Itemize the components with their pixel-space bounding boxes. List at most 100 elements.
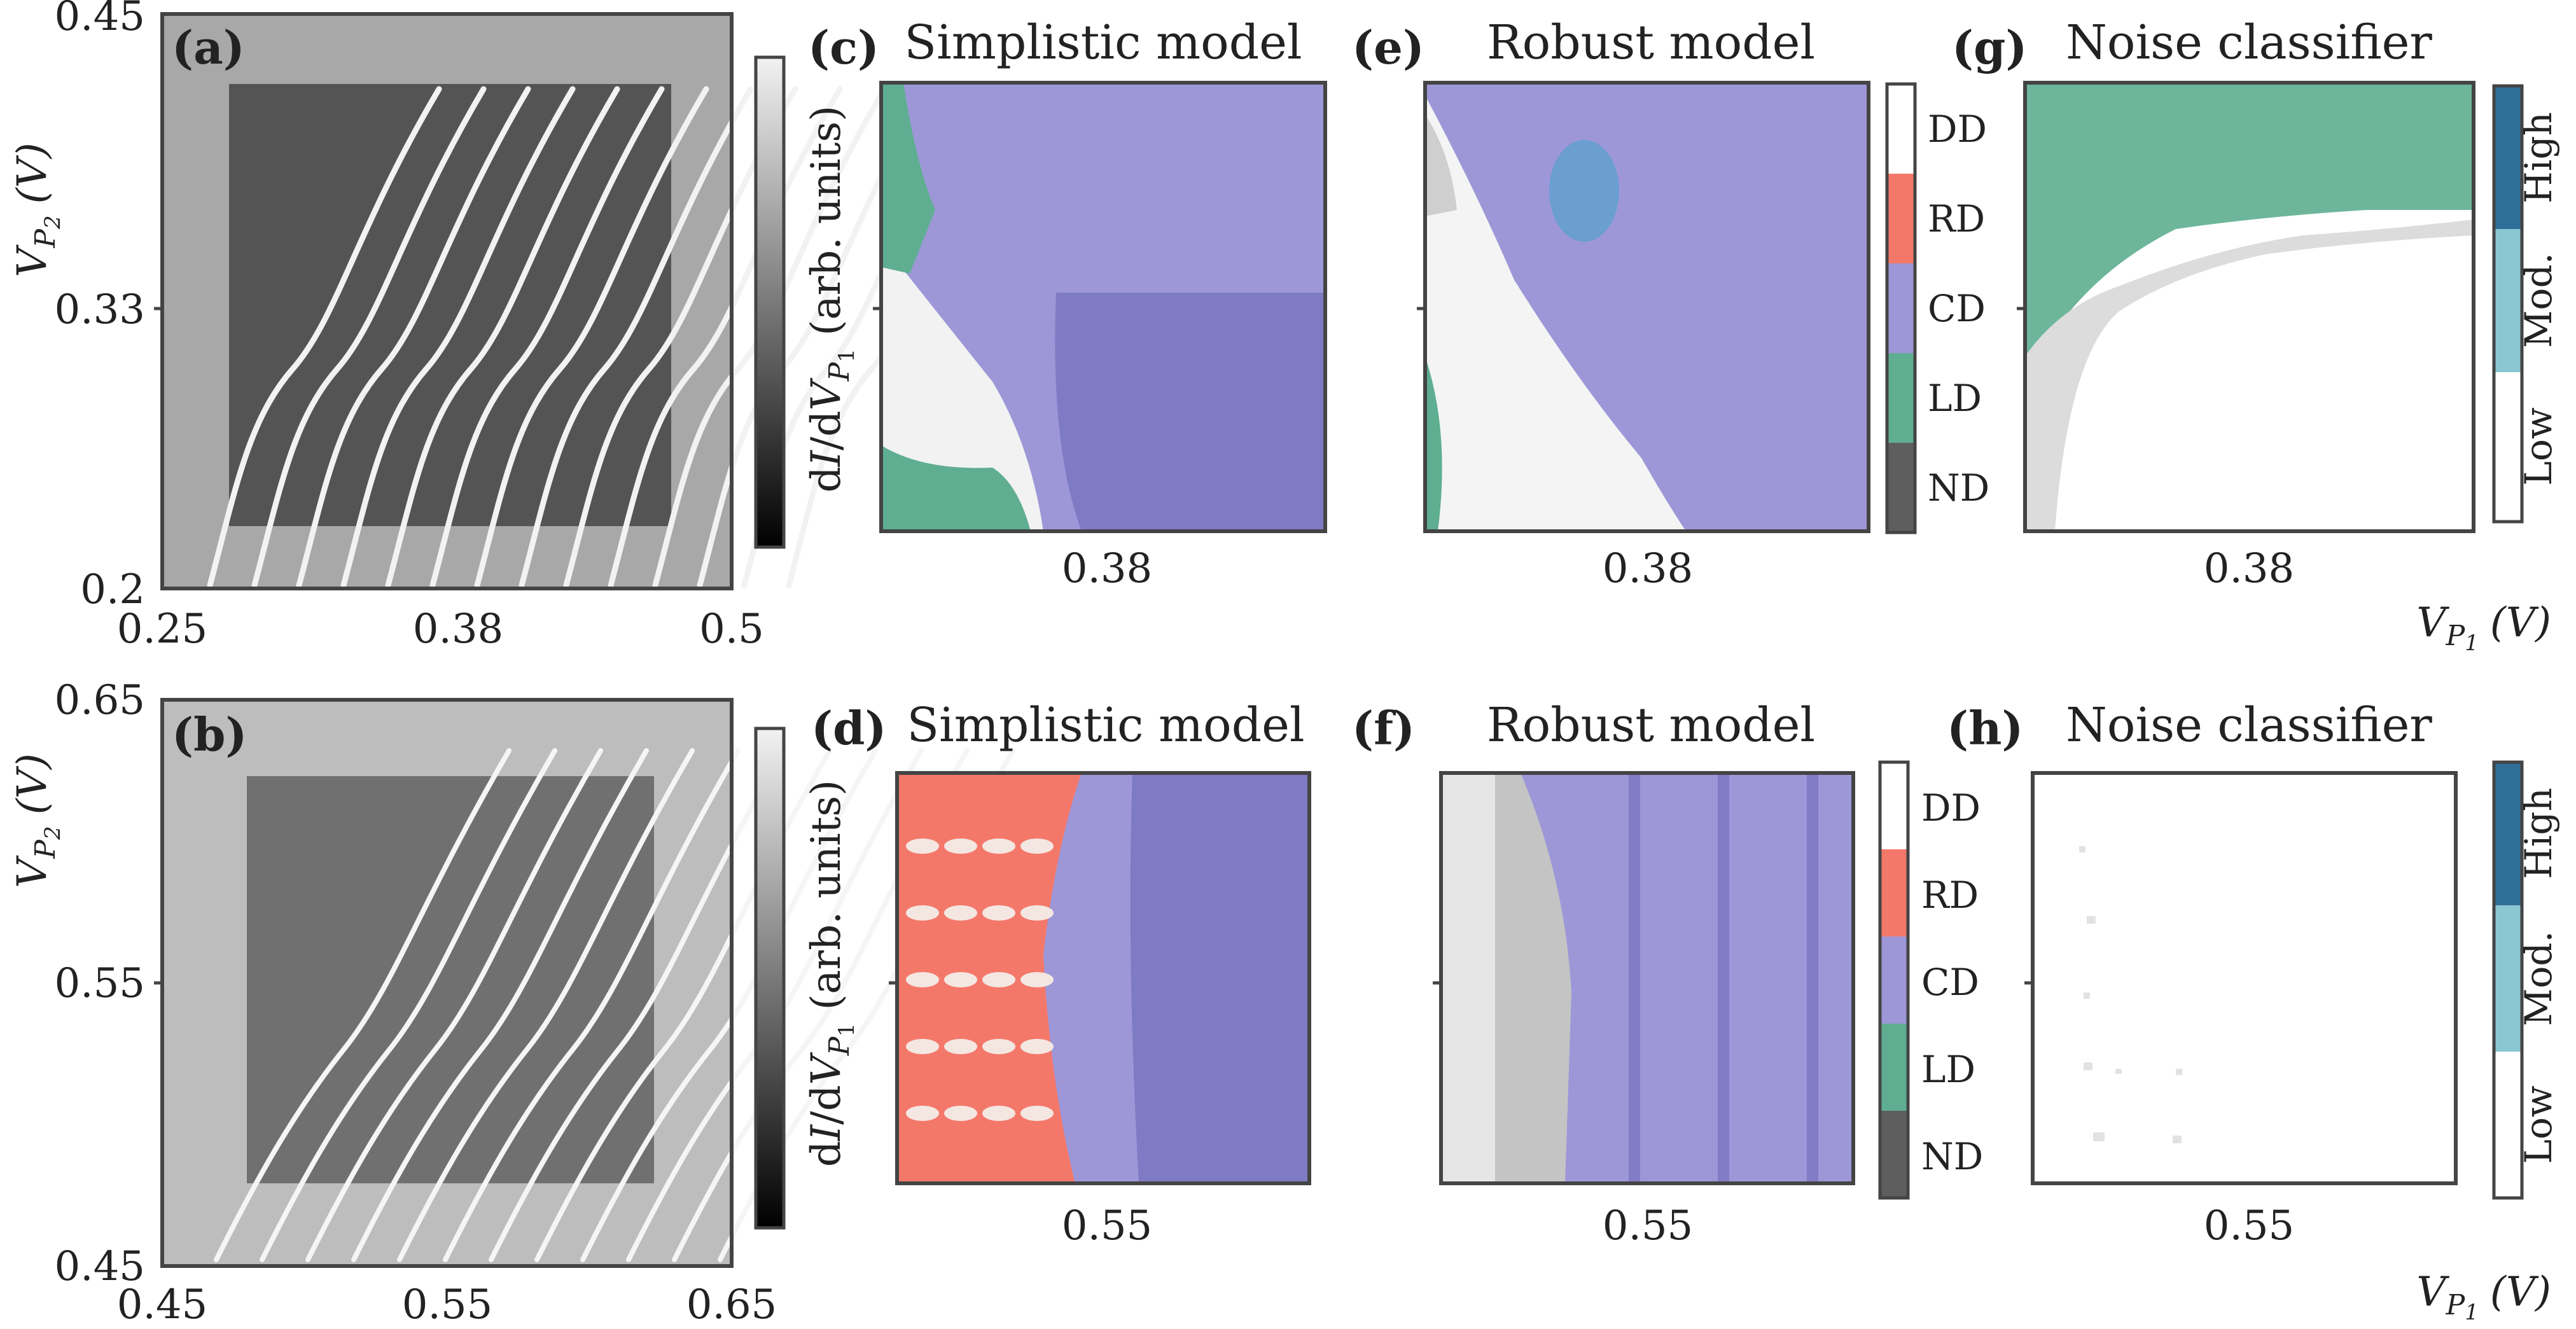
- transition-line: [207, 86, 442, 588]
- transition-line: [340, 86, 576, 588]
- legend-label-nd: ND: [1921, 1135, 1983, 1178]
- panel-b: (b) 0.65 0.55 0.45 0.45 0.55 0.65 VP2(V)…: [9, 677, 1015, 1328]
- noise-label-mod: Mod.: [2517, 931, 2560, 1026]
- panel-e-letter: (e): [1352, 20, 1424, 74]
- panel-h-x-axis-label: VP1 (V): [2416, 1269, 2551, 1325]
- class-legend-bottom: DD RD CD LD ND: [1878, 760, 1983, 1200]
- panel-a-frame: [160, 12, 734, 590]
- panel-e-dd-region: [1425, 95, 1686, 531]
- transition-line: [563, 86, 798, 588]
- panel-b-letter: (b): [172, 707, 247, 762]
- panel-h-specks: [2079, 846, 2182, 1143]
- panel-f-frame: [1439, 771, 1855, 1185]
- transition-line: [519, 86, 754, 588]
- cd-stripe: [1807, 773, 1818, 1183]
- y-label-sub: P: [29, 228, 62, 249]
- panel-h-frame: [2031, 771, 2458, 1185]
- panel-h-title: Noise classifier: [2066, 698, 2432, 753]
- transition-line: [251, 86, 487, 588]
- transition-line: [443, 748, 741, 1262]
- panel-b-y-axis-label: VP2(V): [9, 753, 66, 888]
- transition-line: [260, 748, 557, 1262]
- panel-a-y-axis-label: VP2 (V): [9, 143, 66, 277]
- dd-spot: [1020, 838, 1054, 854]
- cd-stripe: [1629, 773, 1640, 1183]
- dd-spot: [906, 1039, 939, 1054]
- panel-e-gray-region: [1425, 115, 1457, 216]
- x-tick-label: 0.45: [117, 1281, 208, 1326]
- noise-swatch-mod: [2494, 905, 2522, 1052]
- panel-a-colorbar-label: dI/dVP1 (arb. units): [803, 106, 860, 492]
- panel-e-title: Robust model: [1487, 15, 1815, 70]
- legend-label-cd: CD: [1928, 287, 1986, 330]
- noise-speck: [2087, 916, 2096, 924]
- panel-c-ld-region: [881, 83, 1031, 531]
- transition-line: [474, 86, 709, 588]
- dd-spot: [944, 1039, 977, 1054]
- noise-swatch-high: [2494, 86, 2522, 229]
- panel-d-frame: [895, 771, 1311, 1185]
- legend-frame: [1885, 82, 1917, 534]
- panel-h-low-region: [2033, 773, 2456, 1183]
- legend-swatch-rd: [1887, 174, 1915, 263]
- noise-legend-bottom: High Mod. Low: [2492, 760, 2560, 1200]
- panel-g-gray-region: [2025, 219, 2474, 531]
- x-tick-label: 0.55: [402, 1281, 493, 1326]
- panel-d-dd-spots: [906, 838, 1054, 1121]
- legend-swatch-nd: [1880, 1111, 1908, 1198]
- panel-c-title: Simplistic model: [904, 15, 1302, 70]
- x-tick-label: 0.55: [1603, 1202, 1694, 1249]
- dd-spot: [944, 972, 977, 987]
- panel-f-cd-stripes: [1629, 773, 1818, 1183]
- legend-label-ld: LD: [1921, 1048, 1975, 1091]
- legend-label-dd: DD: [1921, 786, 1981, 830]
- noise-speck: [2173, 1136, 2182, 1143]
- panel-f-letter: (f): [1352, 701, 1415, 755]
- noise-swatch-low: [2494, 372, 2522, 522]
- noise-speck: [2079, 846, 2085, 852]
- panel-f-dd-region: [1441, 773, 1495, 1183]
- transition-line: [652, 86, 888, 588]
- transition-line: [429, 86, 665, 588]
- legend-swatch-dd: [1887, 84, 1915, 174]
- x-tick-label: 0.38: [1603, 545, 1694, 592]
- panel-g-title: Noise classifier: [2066, 15, 2432, 70]
- legend-label-ld: LD: [1928, 377, 1982, 420]
- noise-legend-top: High Mod. Low: [2492, 84, 2560, 524]
- y-tick-label: 0.45: [55, 0, 146, 40]
- x-tick-label: 0.38: [1062, 545, 1153, 592]
- panel-a-letter: (a): [172, 20, 245, 74]
- legend-swatch-cd: [1880, 936, 1908, 1024]
- x-tick-label: 0.38: [413, 606, 504, 653]
- panel-f-gray-region: [1495, 773, 1571, 1183]
- y-label-subsub: 2: [40, 215, 66, 230]
- panel-b-y-ticks: 0.65 0.55 0.45: [55, 677, 162, 1290]
- transition-line: [489, 748, 786, 1262]
- panel-f: (f) Robust model 0.55: [1352, 698, 1855, 1249]
- y-tick-label: 0.65: [55, 677, 146, 724]
- panel-c-letter: (c): [808, 20, 879, 74]
- dd-spot: [1020, 972, 1054, 987]
- panel-a-x-ticks: 0.25 0.38 0.5: [117, 606, 764, 653]
- noise-legend-frame: [2492, 84, 2524, 524]
- x-tick-label: 0.5: [699, 606, 764, 653]
- panel-h: (h) Noise classifier 0.55 VP1 (V): [1947, 698, 2551, 1325]
- dd-spot: [906, 972, 939, 987]
- x-tick-label: 0.25: [117, 606, 208, 653]
- noise-legend-frame: [2492, 760, 2524, 1200]
- dd-spot: [944, 905, 977, 921]
- cd-stripe: [1718, 773, 1729, 1183]
- dd-spot: [906, 905, 939, 921]
- x-tick-label: 0.55: [1062, 1202, 1153, 1249]
- y-label-unit: (V): [9, 143, 56, 204]
- noise-swatch-low: [2494, 1052, 2522, 1198]
- dd-spot: [982, 838, 1015, 854]
- panel-b-x-ticks: 0.45 0.55 0.65: [117, 1281, 777, 1328]
- dd-spot: [1020, 905, 1054, 921]
- noise-label-low: Low: [2517, 407, 2560, 485]
- legend-frame: [1878, 760, 1910, 1200]
- x-tick-label: 0.38: [2204, 545, 2295, 592]
- noise-label-low: Low: [2517, 1085, 2560, 1164]
